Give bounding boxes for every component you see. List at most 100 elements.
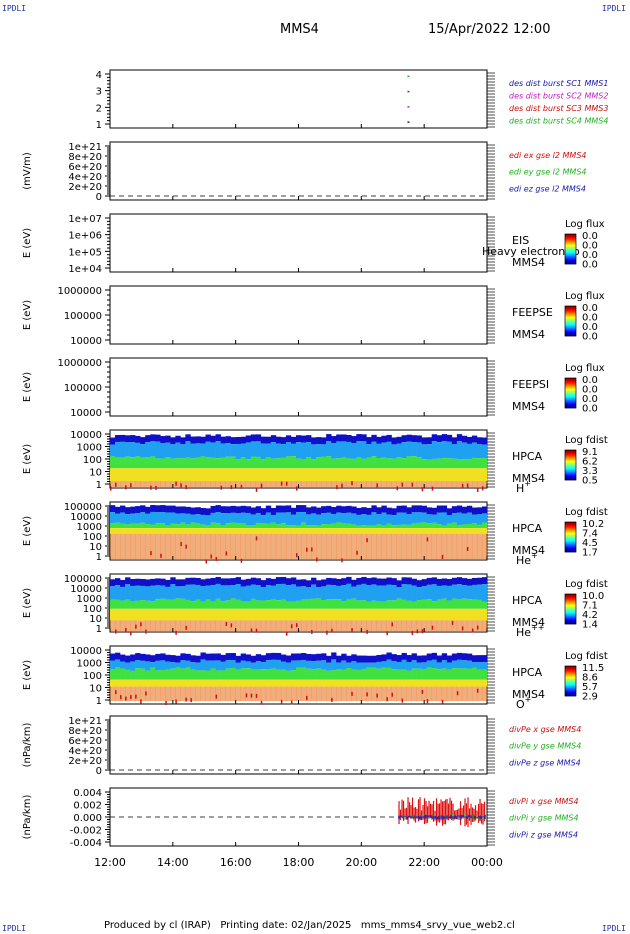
p7-spectrum-cell — [140, 528, 146, 534]
p6-spectrum-cell — [255, 468, 262, 482]
p8-spectrum-cell — [311, 620, 317, 632]
p6-spectrum-cell — [391, 468, 397, 482]
p9-spectrum-cell — [346, 662, 352, 669]
p6-spectrum-cell — [341, 468, 347, 482]
p9-spectrum-cell — [316, 686, 322, 702]
p8-colorbar-band — [565, 623, 576, 625]
p7-spectrum-cell — [115, 528, 121, 534]
p7-spectrum-cell — [110, 505, 116, 513]
p7-spectrum-cell — [200, 524, 206, 529]
p7-spectrum-cell — [250, 533, 257, 560]
p7-spectrum-cell — [230, 512, 236, 523]
p6-spectrum-cell — [245, 459, 252, 469]
p8-spectrum-cell — [441, 585, 448, 599]
p8-spectrum-cell — [341, 585, 347, 602]
p8-spectrum-cell — [195, 599, 201, 609]
p8-spectrum-cell — [175, 579, 181, 587]
p6-spectrum-cell — [210, 435, 216, 443]
p6-spectrum-cell — [396, 457, 402, 469]
p9-spectrum-cell — [316, 679, 322, 687]
p4-colorbar-band — [565, 314, 576, 316]
p7-spectrum-cell — [260, 515, 267, 524]
p8-spectrum-cell — [240, 608, 247, 621]
p9-spectrum-cell — [170, 655, 176, 663]
p8-spectrum-cell — [195, 620, 201, 632]
p9-spectrum-cell — [431, 679, 438, 687]
p9-spectrum-cell — [466, 668, 473, 680]
p6-spectrum-cell — [336, 468, 342, 482]
p9-spectrum-cell — [426, 660, 433, 668]
p9-spectrum-cell — [471, 667, 478, 680]
time-axis-label: 18:00 — [283, 856, 315, 869]
p9-spectrum-cell — [150, 679, 156, 687]
p4-colorbar-band — [565, 333, 576, 335]
p7-spectrum-cell — [145, 513, 151, 525]
p7-spectrum-cell — [190, 507, 196, 515]
p6-spectrum-cell — [200, 468, 206, 482]
p9-spectrum-cell — [336, 669, 342, 680]
p6-spectrum-cell — [436, 458, 443, 469]
p9-spectrum-cell — [321, 669, 327, 680]
p6-spectrum-cell — [466, 459, 473, 469]
p6-spectrum-cell — [306, 457, 312, 469]
p9-colorbar-band — [565, 682, 576, 684]
p7-spectrum-cell — [386, 507, 392, 515]
p6-spectrum-cell — [120, 468, 126, 482]
p6-spectrum-cell — [451, 444, 458, 459]
p9-spectrum-cell — [471, 679, 478, 687]
p8-spectrum-cell — [215, 620, 221, 632]
p7-spectrum-cell — [245, 533, 252, 560]
p9-spectrum-cell — [441, 660, 448, 669]
p8-spectrum-cell — [165, 579, 171, 587]
p7-ytick-label: 1 — [96, 552, 102, 563]
p5-colorbar-band — [565, 382, 576, 384]
p9-spectrum-cell — [401, 669, 407, 680]
p6-spectrum-cell — [436, 468, 443, 482]
p8-spectrum-cell — [220, 620, 226, 632]
p6-spectrum-speck — [175, 481, 177, 486]
p7-spectrum-cell — [426, 514, 433, 524]
p7-spectrum-cell — [436, 533, 443, 560]
p9-spectrum-cell — [205, 686, 211, 702]
p8-spectrum-cell — [120, 608, 126, 621]
p4-colorbar-band — [565, 324, 576, 326]
p8-spectrum-cell — [160, 598, 166, 609]
p8-spectrum-cell — [381, 585, 387, 602]
p6-spectrum-cell — [416, 468, 422, 482]
footer-credit: Produced by cl (IRAP) Printing date: 02/… — [104, 920, 515, 931]
p6-spectrum-cell — [301, 459, 307, 469]
p6-spectrum-cell — [391, 437, 397, 445]
p6-spectrum-cell — [366, 481, 372, 488]
p9-spectrum-cell — [346, 686, 352, 702]
p6-spectrum-cell — [205, 441, 211, 458]
p9-spectrum-cell — [175, 679, 181, 687]
p9-spectrum-cell — [336, 655, 342, 663]
p6-spectrum-cell — [456, 459, 463, 469]
p9-spectrum-cell — [120, 661, 126, 669]
p9-spectrum-cell — [270, 659, 277, 669]
p6-spectrum-cell — [456, 441, 463, 460]
p9-colorbar-band — [565, 686, 576, 688]
p8-spectrum-cell — [240, 600, 247, 609]
p8-spectrum-cell — [205, 599, 211, 609]
p9-spectrum-cell — [205, 653, 211, 661]
p3-ylabel: E (eV) — [22, 228, 33, 258]
p6-spectrum-cell — [441, 481, 448, 488]
p7-colorbar-band — [565, 523, 576, 525]
p6-spectrum-cell — [260, 468, 267, 482]
p6-spectrum-cell — [396, 436, 402, 444]
p5-colorbar-band — [565, 388, 576, 390]
p6-spectrum-speck — [376, 483, 378, 488]
p7-spectrum-cell — [301, 505, 307, 513]
p7-spectrum-cell — [210, 505, 216, 513]
p8-spectrum-cell — [396, 608, 402, 621]
corner-label-bottom-left: IPDLI — [2, 924, 27, 933]
p9-species-label: O+ — [516, 695, 531, 711]
p8-spectrum-speck — [290, 624, 293, 629]
p8-colorbar-band — [565, 603, 576, 605]
p9-spectrum-cell — [150, 686, 156, 702]
p8-spectrum-cell — [230, 608, 236, 621]
p8-colorbar-band — [565, 618, 576, 620]
p7-spectrum-cell — [235, 506, 241, 514]
p7-spectrum-cell — [260, 508, 267, 516]
